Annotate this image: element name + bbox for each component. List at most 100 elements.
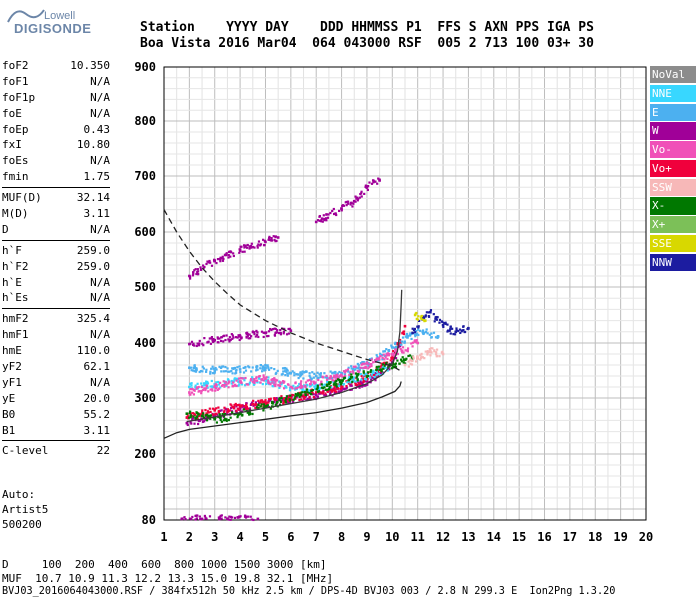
echo-point: [311, 371, 314, 374]
echo-point: [419, 358, 422, 361]
echo-point: [326, 384, 329, 387]
echo-point: [232, 406, 236, 409]
echo-point: [342, 377, 346, 380]
echo-point: [266, 335, 269, 338]
echo-point: [276, 329, 279, 332]
legend-item-w: W: [650, 122, 696, 140]
echo-point: [368, 365, 371, 369]
echo-point: [452, 332, 455, 336]
echo-point: [417, 328, 420, 331]
echo-point: [282, 402, 285, 405]
echo-point: [385, 354, 389, 357]
echo-point: [229, 339, 232, 342]
echo-point: [258, 377, 261, 380]
echo-point: [326, 216, 330, 219]
echo-point: [416, 341, 419, 345]
echo-point: [321, 376, 325, 379]
echo-point: [374, 379, 377, 382]
echo-point: [204, 418, 207, 421]
echo-point: [366, 377, 369, 381]
echo-point: [203, 336, 206, 340]
echo-point: [210, 388, 214, 391]
echo-point: [310, 378, 313, 381]
echo-point: [268, 235, 271, 238]
echo-point: [237, 408, 241, 411]
echo-point: [332, 371, 335, 374]
echo-point: [375, 370, 379, 374]
echo-point: [310, 393, 313, 396]
echo-point: [403, 341, 406, 344]
echo-point: [435, 318, 438, 321]
echo-point: [224, 338, 227, 342]
echo-point: [218, 337, 221, 340]
echo-point: [370, 370, 373, 374]
echo-point: [295, 387, 299, 391]
echo-point: [227, 382, 230, 385]
echo-point: [224, 407, 227, 410]
echo-point: [329, 370, 332, 373]
echo-point: [335, 379, 338, 383]
echo-point: [209, 417, 212, 420]
echo-point: [296, 394, 300, 397]
echo-point: [347, 370, 350, 373]
echo-point: [423, 357, 426, 360]
echo-point: [267, 368, 271, 371]
echo-point: [414, 335, 417, 338]
echo-point: [333, 382, 336, 385]
echo-point: [259, 405, 262, 408]
echo-point: [347, 379, 350, 382]
echo-point: [340, 381, 343, 385]
echo-point: [248, 247, 251, 250]
echo-point: [193, 364, 196, 367]
echo-point: [201, 409, 204, 412]
echo-point: [440, 320, 443, 323]
echo-point: [394, 357, 398, 360]
echo-point: [241, 410, 244, 413]
x-tick-label: 17: [563, 530, 577, 544]
echo-point: [191, 417, 195, 420]
echo-point: [273, 401, 276, 404]
echo-point: [198, 370, 201, 374]
echo-point: [321, 220, 324, 223]
echo-point: [305, 388, 308, 391]
echo-point: [276, 369, 279, 372]
echo-point: [329, 381, 332, 385]
echo-point: [335, 385, 338, 388]
echo-point: [362, 363, 365, 366]
echo-point: [367, 374, 370, 377]
echo-point: [213, 369, 217, 372]
echo-point: [338, 209, 341, 213]
echo-point: [205, 262, 208, 266]
echo-point: [385, 348, 388, 351]
echo-point: [347, 202, 350, 205]
echo-point: [241, 405, 244, 408]
echo-point: [232, 252, 235, 255]
echo-point: [359, 380, 362, 383]
echo-point: [369, 376, 372, 379]
echo-point: [288, 327, 291, 330]
echo-point: [335, 213, 338, 217]
echo-point: [362, 377, 365, 380]
echo-point: [245, 405, 249, 408]
echo-point: [270, 366, 273, 370]
echo-point: [308, 374, 311, 377]
echo-point: [346, 381, 349, 384]
echo-point: [349, 370, 352, 373]
echo-point: [190, 340, 194, 343]
echo-point: [287, 332, 290, 335]
echo-point: [374, 180, 377, 183]
echo-point: [196, 415, 199, 418]
param-row: h`F2 259.0: [2, 259, 110, 275]
echo-point: [200, 382, 203, 385]
echo-point: [285, 333, 289, 336]
echo-point: [356, 374, 359, 377]
echo-point: [316, 396, 319, 399]
echo-point: [262, 409, 265, 412]
echo-point: [362, 370, 365, 373]
echo-point: [274, 384, 277, 388]
echo-point: [246, 243, 249, 247]
echo-point: [286, 372, 289, 375]
param-row: D N/A: [2, 222, 110, 238]
echo-point: [223, 385, 226, 388]
echo-point: [193, 412, 196, 416]
